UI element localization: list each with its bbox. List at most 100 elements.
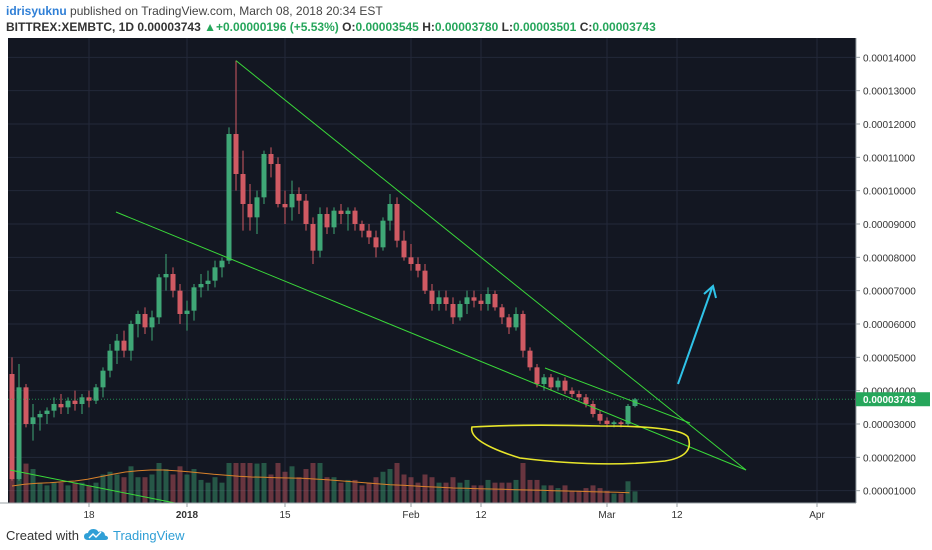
candle-body <box>338 210 344 214</box>
change-arrow-icon: ▲ <box>204 20 216 34</box>
trendline-volume <box>9 469 176 504</box>
candle-body <box>135 314 141 324</box>
candle-body <box>415 264 421 271</box>
volume-bar <box>23 463 29 503</box>
candle-body <box>583 397 589 404</box>
candle-body <box>611 422 617 424</box>
footer: Created with TradingView <box>0 522 932 550</box>
volume-bar <box>352 479 358 503</box>
candle-body <box>282 204 288 208</box>
arrow-head-icon <box>703 284 717 299</box>
volume-bar <box>422 474 428 503</box>
candle-body <box>562 380 568 391</box>
breakout-arrow-icon <box>677 287 713 385</box>
candle-body <box>268 154 274 164</box>
volume-bar <box>254 463 260 503</box>
candle-body <box>324 214 330 228</box>
volume-bar <box>415 482 421 503</box>
volume-bar <box>527 479 533 503</box>
candle-body <box>226 134 232 261</box>
candle-body <box>513 314 519 328</box>
candle-body <box>555 380 561 388</box>
candle-body <box>527 350 533 368</box>
candle-body <box>625 406 631 424</box>
volume-bar <box>86 485 92 503</box>
candle-body <box>233 134 239 174</box>
candle-body <box>30 417 36 424</box>
volume-bar <box>555 488 561 503</box>
candle-body <box>485 294 491 304</box>
volume-bar <box>30 469 36 503</box>
candle-body <box>604 420 610 424</box>
ma-line <box>11 469 630 494</box>
time-tick-label: 15 <box>279 510 291 521</box>
cloud-logo-icon <box>84 529 108 540</box>
candle-body <box>37 414 43 418</box>
symbol-label[interactable]: BITTREX:XEMBTC, 1D <box>6 20 135 34</box>
volume-bar <box>324 477 330 503</box>
price-tick-label: 0.00001000 <box>863 487 916 498</box>
volume-bar <box>9 463 15 503</box>
volume-bar <box>520 463 526 503</box>
volume-bar <box>317 463 323 503</box>
volume-bar <box>114 474 120 503</box>
candle-body <box>156 277 162 318</box>
candle-body <box>170 274 176 291</box>
volume-bar <box>618 493 624 503</box>
tradingview-brand[interactable]: TradingView <box>113 528 185 543</box>
candle-body <box>51 404 57 411</box>
low-value: 0.00003501 <box>512 20 577 34</box>
volume-bar <box>408 477 414 503</box>
time-axis[interactable]: 18 2018 15 Feb 12 Mar 12 Apr <box>0 502 932 522</box>
time-tick-label: 12 <box>475 510 487 521</box>
volume-bar <box>303 469 309 503</box>
plot-area[interactable] <box>8 38 856 503</box>
price-axis[interactable]: 0.00014000 0.00013000 0.00012000 0.00011000… <box>855 38 932 503</box>
candle-body <box>492 294 498 308</box>
candle-body <box>107 350 113 371</box>
volume-bar <box>604 490 610 503</box>
volume-bar <box>107 471 113 503</box>
volume-bar <box>590 485 596 503</box>
time-tick-label: Feb <box>402 510 420 521</box>
candle-body <box>44 410 50 414</box>
volume-bar <box>16 463 22 503</box>
volume-bar <box>282 471 288 503</box>
candle-body <box>93 387 99 401</box>
candle-body <box>142 314 148 328</box>
volume-bar <box>478 485 484 503</box>
candle-body <box>205 280 211 284</box>
volume-bar <box>58 482 64 503</box>
candle-body <box>23 387 29 424</box>
volume-bar <box>72 482 78 503</box>
price-tick-label: 0.00004000 <box>863 387 916 398</box>
candle-body <box>359 224 365 231</box>
low-label: L: <box>501 20 513 34</box>
candle-body <box>240 174 246 204</box>
volume-bar <box>541 485 547 503</box>
highlight-ellipse <box>471 424 690 465</box>
volume-bar <box>569 490 575 503</box>
candle-body <box>534 367 540 384</box>
volume-bar <box>373 477 379 503</box>
created-with-text: Created with <box>6 528 79 543</box>
volume-bar <box>156 463 162 503</box>
candle-body <box>520 314 526 351</box>
volume-bar <box>247 463 253 503</box>
time-tick-label: Mar <box>598 510 616 521</box>
candle-body <box>121 340 127 351</box>
volume-bar <box>380 471 386 503</box>
price-axis-bg <box>856 38 932 503</box>
volume-bar <box>219 482 225 503</box>
price-chart[interactable]: 0.00014000 0.00013000 0.00012000 0.00011000… <box>0 38 932 522</box>
last-price: 0.00003743 <box>137 20 201 34</box>
author-link[interactable]: idrisyuknu <box>6 4 67 18</box>
candle-body <box>184 310 190 314</box>
time-tick-label: 2018 <box>176 510 199 521</box>
high-value: 0.00003780 <box>434 20 499 34</box>
candle-body <box>261 154 267 198</box>
volume-bar <box>611 493 617 503</box>
candle-body <box>576 394 582 398</box>
price-tick-label: 0.00007000 <box>863 287 916 298</box>
volume-bar <box>471 485 477 503</box>
